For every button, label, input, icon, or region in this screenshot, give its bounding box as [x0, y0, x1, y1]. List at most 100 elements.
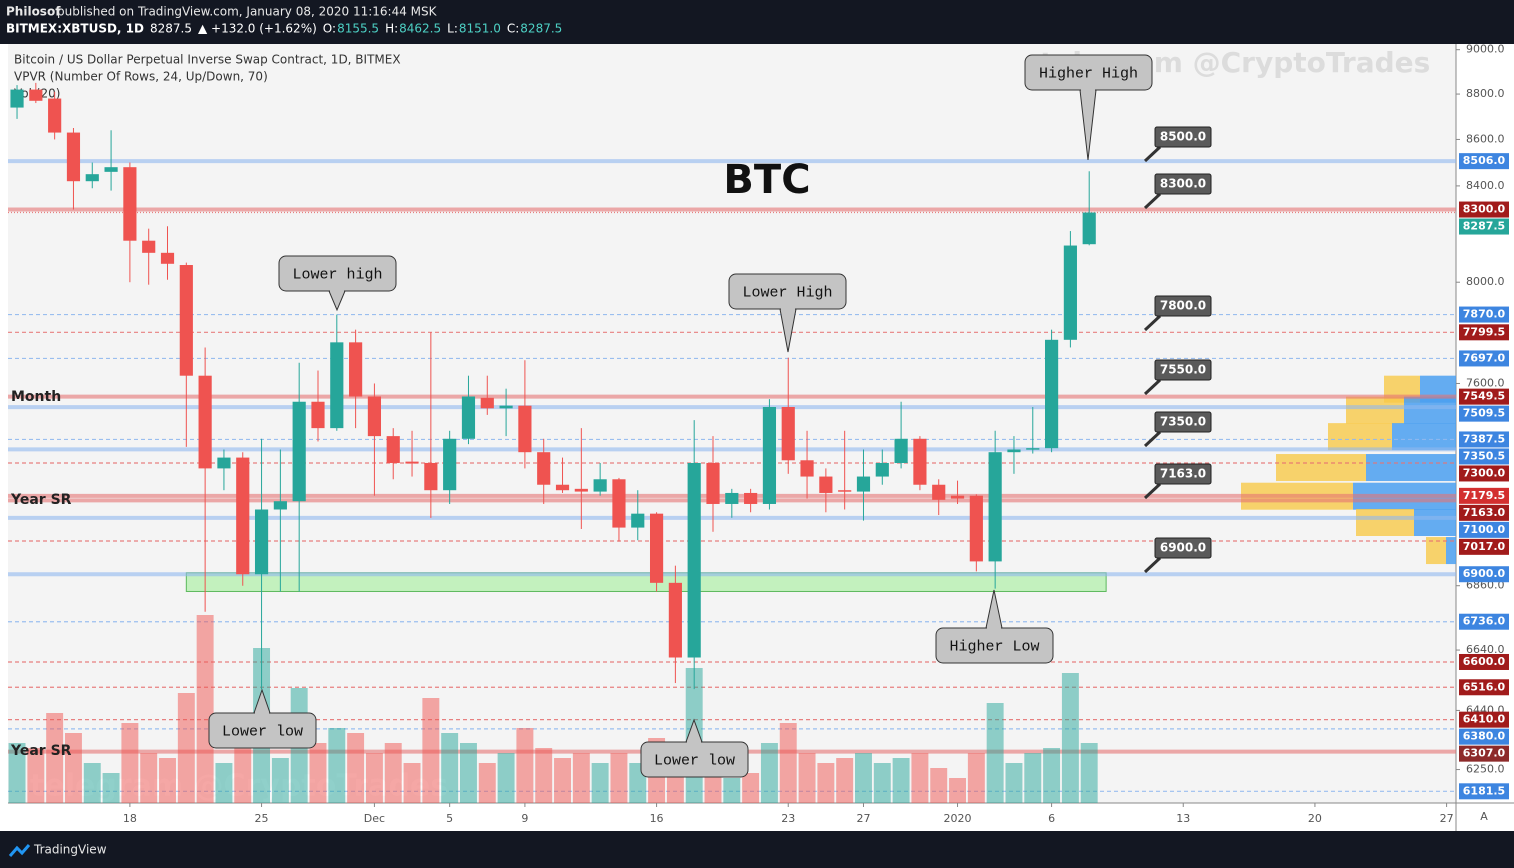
level-label-bg [1459, 448, 1509, 465]
level-label: 7697.0 [1463, 351, 1506, 364]
callout-label: 6900.0 [1160, 541, 1206, 555]
quote-h-label: H: [385, 22, 398, 36]
level-label-bg [1459, 201, 1509, 218]
level-label-bg [1459, 431, 1509, 448]
vpvr-up [1446, 537, 1456, 565]
y-tick-label: 8800.0 [1466, 87, 1505, 100]
level-label: 6380.0 [1463, 730, 1506, 743]
volume-bar [779, 723, 797, 803]
y-tick-label: 6250.0 [1466, 763, 1505, 776]
vpvr-down [1346, 396, 1404, 424]
quote-last: 8287.5 [150, 22, 192, 36]
logo [8, 844, 31, 857]
quote-line: BITMEX:XBTUSD, 1D 8287.5 ▲ +132.0 (+1.62%)… [6, 22, 562, 36]
chart-title: BTC [723, 157, 810, 203]
callout-pointer [1143, 145, 1162, 163]
candle-body [330, 342, 344, 429]
callout-box [1154, 173, 1212, 195]
volume-bar [271, 758, 289, 803]
level-label-bg [1459, 613, 1509, 630]
level-label-bg [1459, 405, 1509, 422]
volume-bar [516, 728, 534, 803]
volume-bar [422, 698, 440, 803]
level-label: 6600.0 [1463, 655, 1506, 668]
level-label: 6736.0 [1463, 615, 1506, 628]
vpvr-down [1356, 508, 1414, 536]
volume-bar [46, 713, 64, 803]
candle-body [349, 342, 363, 397]
volume-bar [196, 615, 214, 803]
candle-body [555, 484, 570, 491]
candle-body [668, 582, 682, 658]
volume-bar [892, 758, 910, 803]
plot-area [8, 44, 1456, 803]
quote-l-label: L: [447, 22, 458, 36]
quote-h: 8462.5 [399, 22, 441, 36]
x-tick-label: 2020 [944, 812, 972, 825]
callout-pointer [1143, 556, 1162, 574]
volume-bar [949, 778, 966, 803]
candle-body [104, 167, 118, 172]
vpvr-up [1414, 508, 1456, 536]
level-label: 7509.5 [1463, 407, 1505, 420]
level-label-bg [1459, 504, 1509, 521]
x-tick-label: 9 [521, 812, 528, 825]
candle-body [932, 484, 946, 500]
candle-body [311, 401, 325, 429]
volume-bar [102, 773, 120, 803]
volume-bar [760, 743, 778, 803]
candle-body [499, 405, 513, 409]
candle-body [160, 252, 175, 264]
x-tick-label: 6 [1048, 812, 1055, 825]
volume-bar [723, 778, 741, 803]
candle-body [518, 405, 532, 453]
candle-body [367, 396, 382, 437]
candle-body [48, 98, 62, 133]
vpvr-up [1392, 423, 1456, 451]
level-label: 7300.0 [1463, 466, 1506, 479]
candle-body [856, 476, 871, 492]
callout-box [1154, 295, 1212, 317]
level-label-bg [1459, 711, 1509, 728]
volume-bar [836, 758, 854, 803]
volume-bar [1005, 763, 1023, 803]
auto-scale[interactable]: A [1480, 810, 1488, 823]
y-tick-label: 7600.0 [1466, 376, 1505, 389]
volume-bar [911, 753, 929, 803]
callout-box [1154, 126, 1212, 148]
level-label: 6181.5 [1463, 784, 1505, 797]
quote-l: 8151.0 [459, 22, 501, 36]
level-label-bg [1459, 521, 1509, 538]
level-label: 7799.5 [1463, 325, 1505, 338]
callout-box [1154, 463, 1212, 485]
candle-body [537, 452, 551, 485]
candle-body [950, 495, 965, 499]
volume-bar [742, 773, 760, 803]
volume-bar [817, 763, 835, 803]
volume-bar [64, 733, 82, 803]
y-tick-label: 6640.0 [1466, 643, 1505, 656]
level-label-bg [1459, 679, 1509, 696]
side-label: Month [11, 389, 61, 405]
callout-pointer [1143, 430, 1162, 448]
callout-label: 8500.0 [1160, 130, 1206, 144]
y-tick-label: 9000.0 [1466, 43, 1505, 56]
volume-bar [591, 763, 609, 803]
y-tick-label: 8600.0 [1466, 132, 1505, 145]
volume-bar [572, 753, 590, 803]
volume-bar [234, 733, 252, 803]
candle-body [480, 397, 494, 409]
candle-body [819, 476, 833, 493]
level-label: 7870.0 [1463, 308, 1506, 321]
volume-bar [930, 768, 948, 803]
volume-bar [8, 743, 26, 803]
annotation-label: Lower low [654, 752, 735, 769]
vpvr-up [1366, 454, 1456, 482]
level-label-bg [1459, 653, 1509, 670]
volume-bar [309, 743, 327, 803]
candle-body [217, 457, 231, 469]
volume-bar [478, 763, 496, 803]
vpvr-down [1276, 454, 1366, 482]
candle-body [405, 461, 419, 464]
